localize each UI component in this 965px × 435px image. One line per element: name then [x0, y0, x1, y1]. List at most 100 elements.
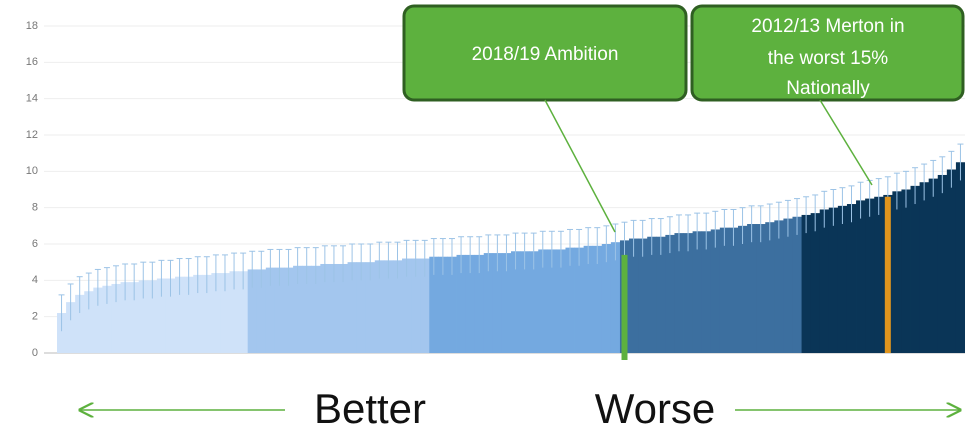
- error-bar: [821, 190, 828, 228]
- bar: [828, 207, 839, 353]
- error-bar: [639, 219, 646, 257]
- error-bar: [321, 245, 328, 283]
- error-bar: [103, 267, 110, 304]
- y-tick-label: 4: [32, 274, 38, 286]
- error-bar: [421, 239, 428, 277]
- error-bar: [585, 227, 592, 264]
- annotation-2: 2012/13 Merton in the worst 15% National…: [690, 4, 965, 186]
- error-bar: [784, 199, 791, 237]
- bar: [792, 216, 802, 353]
- error-bar: [839, 187, 846, 225]
- error-bar: [948, 150, 955, 188]
- error-bar: [439, 238, 446, 275]
- bar: [601, 244, 612, 353]
- error-bar: [912, 167, 919, 205]
- error-bar: [358, 243, 365, 281]
- bar: [656, 236, 666, 353]
- error-bar: [766, 203, 773, 241]
- error-bar: [648, 218, 655, 255]
- bar: [547, 249, 557, 353]
- error-bar: [367, 243, 374, 281]
- y-tick-label: 16: [26, 56, 38, 68]
- bar: [402, 258, 412, 353]
- error-bar: [530, 232, 537, 270]
- bar: [311, 265, 321, 353]
- error-bar: [603, 225, 610, 263]
- bar: [774, 220, 784, 353]
- bar: [429, 256, 439, 353]
- annotation-1: 2018/19 Ambition: [402, 4, 688, 233]
- error-bar: [830, 189, 837, 226]
- bar: [837, 205, 848, 353]
- bar: [347, 262, 358, 353]
- bar: [120, 282, 131, 353]
- bar: [638, 238, 648, 353]
- error-bar: [94, 268, 101, 306]
- bar: [529, 251, 539, 353]
- error-bar: [376, 241, 383, 279]
- bar: [465, 254, 476, 353]
- bar: [819, 209, 830, 353]
- error-bar: [131, 263, 138, 301]
- bar: [629, 238, 639, 353]
- bar: [374, 260, 385, 353]
- error-bar: [448, 238, 455, 275]
- bar: [284, 267, 294, 353]
- error-bar: [467, 236, 474, 274]
- error-bar: [285, 248, 292, 286]
- y-tick-label: 0: [32, 347, 38, 359]
- error-bar: [249, 250, 256, 288]
- bar: [665, 234, 675, 353]
- bar: [710, 229, 721, 353]
- bar: [57, 313, 67, 353]
- bar: [865, 198, 875, 353]
- bar: [211, 273, 221, 353]
- bar: [75, 294, 85, 353]
- bar: [692, 231, 703, 353]
- bar: [610, 242, 621, 353]
- error-bar: [267, 248, 274, 286]
- error-bar: [76, 276, 83, 314]
- bar: [756, 224, 766, 353]
- bar: [329, 263, 339, 353]
- bar: [274, 267, 285, 353]
- bar: [320, 263, 330, 353]
- error-bar: [58, 294, 65, 332]
- error-bar: [576, 228, 583, 266]
- bar: [256, 269, 267, 353]
- error-bar: [176, 258, 183, 295]
- bar: [165, 278, 176, 353]
- footer-left: Better: [314, 385, 426, 432]
- y-tick-label: 2: [32, 311, 38, 323]
- annotation-text: 2012/13 Merton in: [751, 16, 904, 37]
- bar: [937, 174, 948, 353]
- bar: [356, 262, 367, 353]
- bar: [220, 273, 230, 353]
- bar: [556, 249, 566, 353]
- error-bar: [167, 259, 174, 297]
- error-bar: [921, 163, 928, 201]
- bar: [511, 251, 521, 353]
- bar: [901, 189, 911, 353]
- bar: [728, 227, 739, 353]
- error-bar: [312, 247, 319, 284]
- error-bar: [140, 261, 147, 299]
- error-bar: [67, 283, 74, 321]
- bar: [565, 247, 575, 353]
- bar: [910, 185, 920, 353]
- error-bar: [258, 250, 265, 288]
- bar: [175, 276, 185, 353]
- error-bar: [149, 261, 156, 299]
- bar: [520, 251, 530, 353]
- error-bar: [385, 241, 392, 279]
- error-bar: [503, 234, 510, 272]
- bar: [892, 191, 902, 353]
- bar: [129, 282, 140, 353]
- error-bar: [294, 247, 301, 284]
- error-bar: [85, 272, 92, 310]
- bar: [184, 276, 194, 353]
- bar: [574, 247, 585, 353]
- error-bar: [403, 239, 410, 277]
- error-bar: [122, 263, 129, 301]
